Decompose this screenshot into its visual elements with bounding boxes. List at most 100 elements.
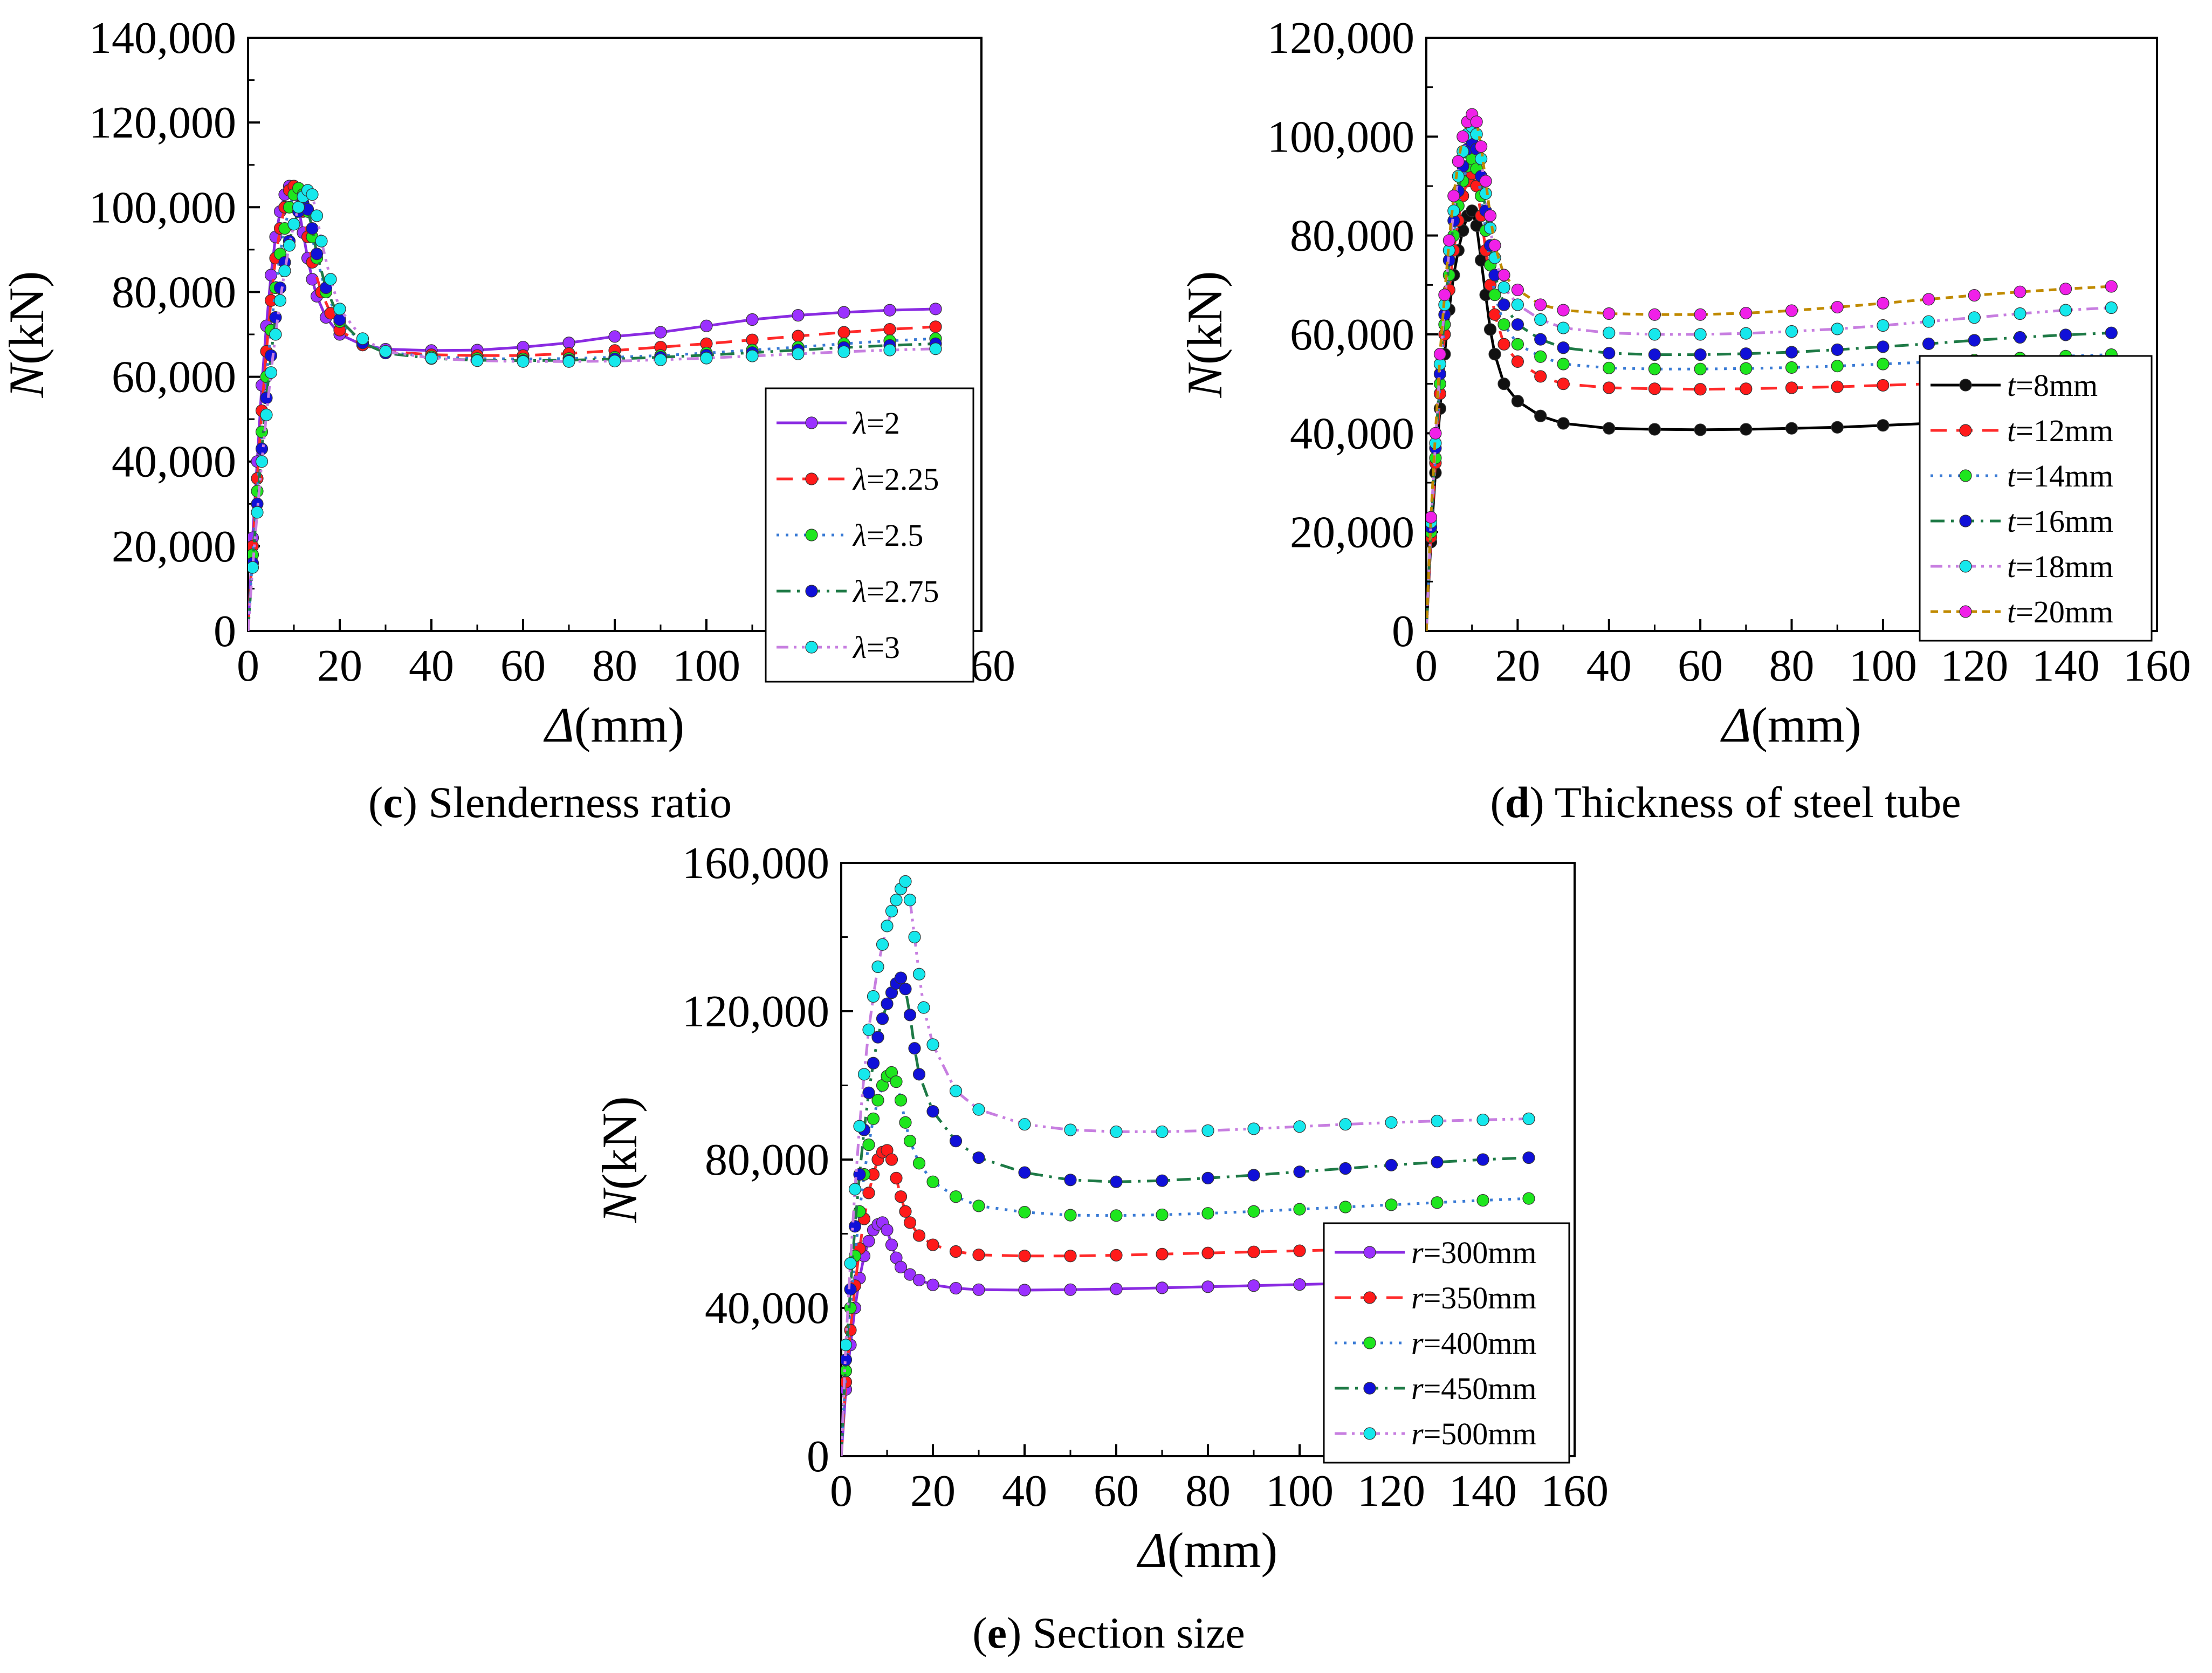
legend-label-symbol: λ	[852, 574, 867, 609]
data-point	[926, 1038, 939, 1051]
data-point	[1110, 1209, 1123, 1222]
legend-label-symbol: t	[2007, 504, 2017, 539]
data-point	[1831, 380, 1844, 393]
data-point	[926, 1175, 939, 1188]
data-point	[1648, 348, 1661, 361]
data-point	[837, 306, 850, 319]
legend-label: λ=2.25	[852, 462, 939, 497]
legend-label: r=500mm	[1411, 1416, 1537, 1451]
x-tick-label: 20	[910, 1466, 956, 1516]
legend-label: r=300mm	[1411, 1235, 1537, 1270]
legend-swatch-marker	[805, 585, 818, 598]
legend-label-value: =2.25	[867, 462, 939, 497]
data-point	[1293, 1278, 1306, 1291]
x-tick-label: 80	[592, 641, 637, 691]
data-point	[1293, 1165, 1306, 1178]
y-axis-label: N(kN)	[1177, 271, 1232, 398]
data-point	[972, 1283, 985, 1296]
y-tick-label: 20,000	[1290, 508, 1414, 558]
legend-label: t=12mm	[2007, 413, 2113, 448]
data-point	[926, 1278, 939, 1291]
y-tick-label: 120,000	[89, 98, 236, 148]
data-point	[306, 188, 319, 201]
data-point	[1438, 289, 1451, 301]
data-point	[1522, 1112, 1535, 1125]
legend-label-symbol: t	[2007, 368, 2017, 403]
legend-label: λ=2	[852, 406, 900, 441]
data-point	[883, 323, 896, 336]
legend-swatch-marker	[1959, 605, 1972, 618]
data-point	[700, 352, 713, 365]
legend-label: r=350mm	[1411, 1280, 1537, 1315]
data-point	[1557, 417, 1570, 430]
x-axis-label-symbol: Δ	[1136, 1523, 1167, 1578]
data-point	[881, 997, 894, 1010]
legend-label: r=450mm	[1411, 1371, 1537, 1406]
legend-label-value: =350mm	[1424, 1280, 1537, 1315]
legend-swatch-marker	[1363, 1336, 1376, 1349]
data-point	[903, 1216, 917, 1229]
data-point	[899, 1205, 912, 1218]
y-tick-label: 160,000	[682, 838, 829, 888]
data-point	[972, 1249, 985, 1261]
data-point	[929, 320, 942, 333]
legend-swatch-marker	[1959, 379, 1972, 392]
data-point	[1522, 1151, 1535, 1164]
legend-label-symbol: t	[2007, 594, 2017, 629]
data-point	[1557, 358, 1570, 371]
data-point	[1740, 306, 1753, 320]
series-line	[248, 188, 936, 631]
data-point	[1018, 1118, 1031, 1131]
data-point	[1426, 511, 1438, 524]
caption-e: (e) Section size	[972, 1608, 1245, 1657]
x-axis-label: Δ(mm)	[543, 697, 684, 752]
data-point	[264, 269, 278, 282]
legend-swatch-marker	[1363, 1427, 1376, 1440]
data-point	[1557, 378, 1570, 390]
data-point	[1110, 1249, 1123, 1261]
data-point	[269, 328, 282, 341]
data-point	[1064, 1250, 1077, 1263]
data-point	[876, 938, 889, 951]
data-point	[1497, 378, 1510, 390]
x-tick-label: 120	[1357, 1466, 1425, 1516]
data-point	[876, 1012, 889, 1025]
x-tick-label: 60	[1094, 1466, 1139, 1516]
legend-label-symbol: r	[1411, 1416, 1424, 1451]
legend-swatch-marker	[805, 472, 818, 485]
y-tick-label: 100,000	[89, 182, 236, 232]
data-point	[1831, 300, 1844, 314]
data-point	[1831, 343, 1844, 356]
data-point	[1156, 1174, 1169, 1187]
legend-label: λ=2.5	[852, 518, 923, 553]
series-line	[841, 975, 1529, 1456]
data-point	[894, 1260, 908, 1273]
data-point	[1877, 379, 1890, 392]
data-point	[890, 1075, 903, 1088]
data-point	[1534, 370, 1547, 383]
data-point	[1603, 326, 1616, 339]
data-point	[792, 347, 805, 360]
data-point	[562, 337, 575, 349]
data-point	[1534, 333, 1547, 346]
data-point	[1488, 289, 1501, 301]
data-point	[903, 1009, 917, 1021]
data-point	[1648, 362, 1661, 375]
data-point	[1831, 421, 1844, 434]
legend-box	[1919, 355, 2153, 642]
data-point	[2105, 301, 2118, 314]
data-point	[903, 894, 917, 907]
legend-label: t=14mm	[2007, 458, 2113, 493]
data-point	[1497, 318, 1510, 331]
data-point	[1785, 346, 1798, 359]
data-point	[1483, 209, 1497, 222]
data-point	[1447, 204, 1460, 217]
x-tick-label: 20	[317, 641, 362, 691]
legend-swatch-marker	[1959, 515, 1972, 527]
data-point	[883, 304, 896, 317]
legend-swatch-marker	[805, 641, 818, 654]
data-point	[608, 330, 621, 343]
data-point	[2105, 280, 2118, 293]
